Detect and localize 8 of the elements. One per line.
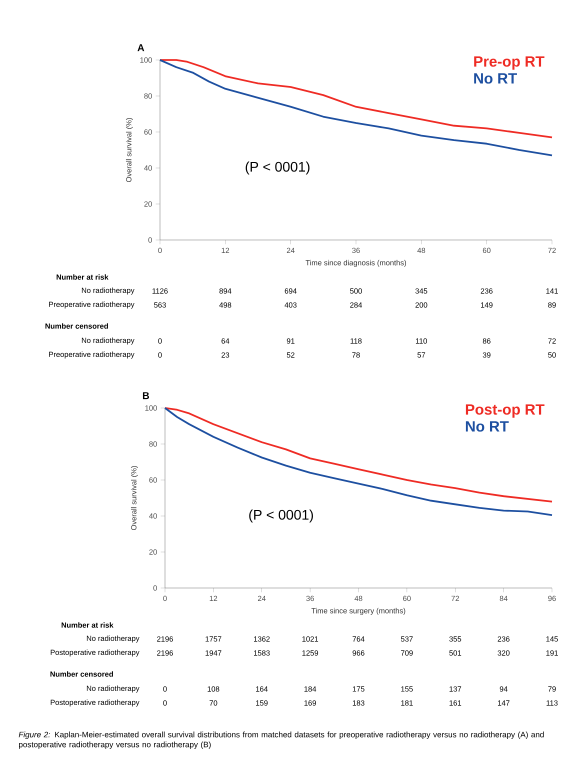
text: Pre-op RT [474, 56, 544, 70]
chart-title: B [142, 392, 150, 400]
annotation: (P < 0001) [246, 161, 310, 174]
text: No RT [466, 421, 509, 432]
text: Post-op RT [466, 404, 544, 418]
chart-title: A [138, 44, 144, 52]
text: No RT [474, 73, 517, 84]
annotation: (P < 0001) [249, 510, 313, 522]
